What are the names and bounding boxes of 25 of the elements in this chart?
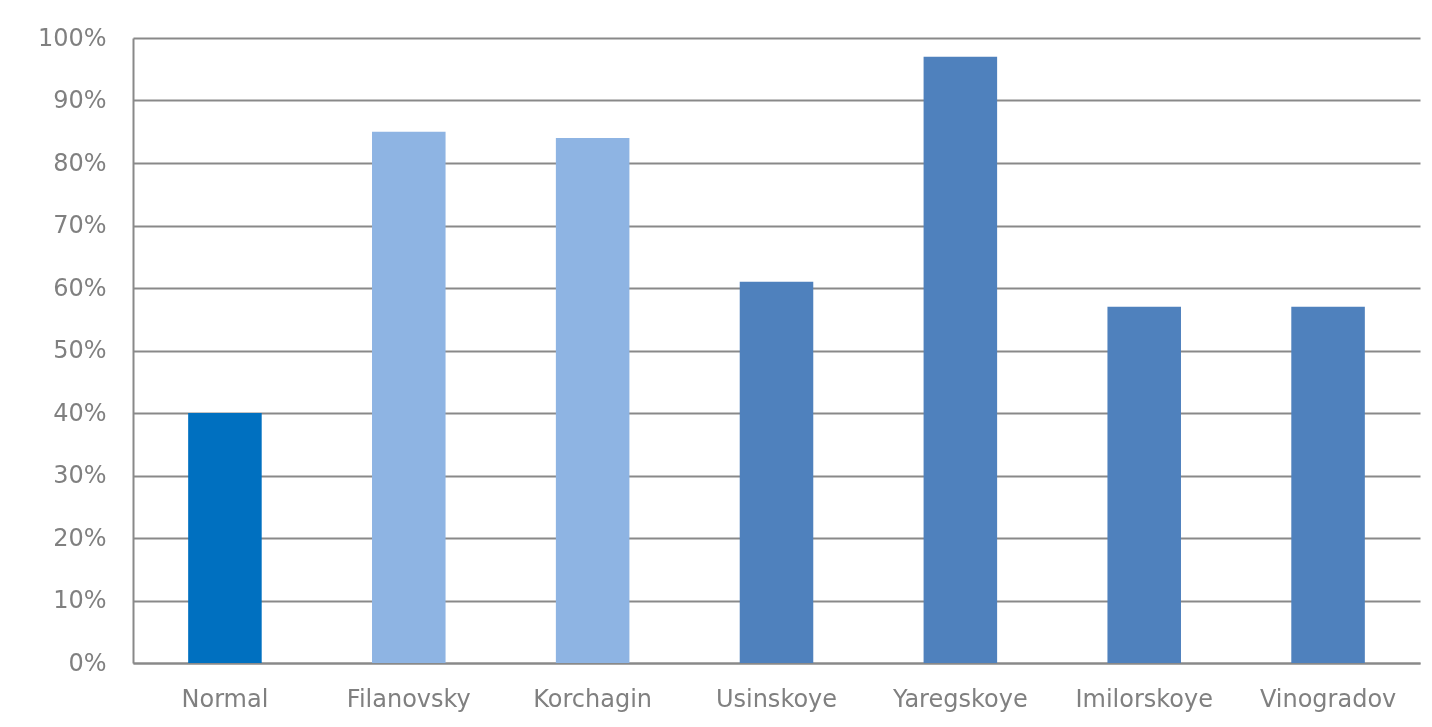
y-tick-label: 50%: [53, 336, 107, 364]
bar: [739, 281, 814, 663]
bar: [188, 413, 262, 663]
bar: [372, 131, 446, 663]
x-tick-label: Imilorskoye: [1075, 684, 1213, 713]
x-tick-label: Filanovsky: [346, 684, 471, 713]
y-tick-label: 70%: [53, 211, 107, 239]
x-tick-label: Vinogradov: [1259, 684, 1397, 713]
y-tick-label: 60%: [53, 273, 107, 302]
y-tick-label: 10%: [53, 586, 107, 614]
x-tick-label: Yaregskoye: [892, 684, 1028, 713]
y-tick-label: 90%: [53, 86, 107, 114]
y-tick-label: 30%: [53, 461, 107, 489]
x-tick-label: Usinskoye: [715, 684, 838, 713]
y-tick-label: 0%: [68, 648, 107, 677]
x-tick-label: Normal: [181, 684, 269, 713]
bar: [1107, 306, 1181, 663]
bar: [923, 56, 998, 663]
y-tick-label: 100%: [37, 23, 107, 52]
bar: [1291, 306, 1365, 663]
bar: [555, 138, 630, 663]
x-tick-label: Korchagin: [533, 684, 653, 713]
y-tick-label: 40%: [53, 398, 107, 427]
y-tick-label: 80%: [53, 148, 107, 177]
y-tick-label: 20%: [53, 523, 107, 552]
